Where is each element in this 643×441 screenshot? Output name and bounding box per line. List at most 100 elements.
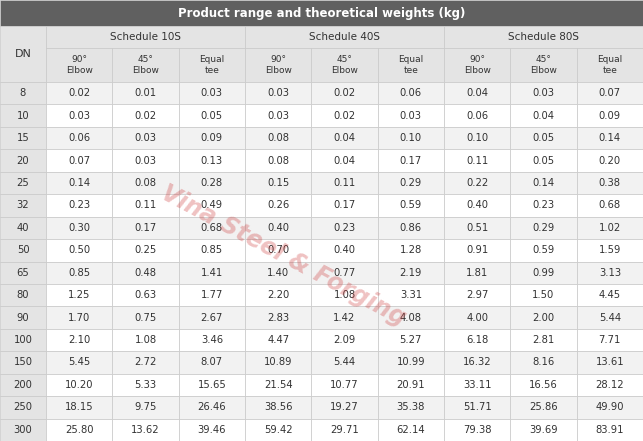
Bar <box>444 396 511 419</box>
Bar <box>444 194 511 217</box>
Text: 4.00: 4.00 <box>466 313 488 323</box>
Text: 0.05: 0.05 <box>532 133 554 143</box>
Text: 0.50: 0.50 <box>68 245 90 255</box>
Text: 0.14: 0.14 <box>599 133 621 143</box>
Text: 0.17: 0.17 <box>333 200 356 210</box>
Bar <box>577 48 643 82</box>
Text: 0.01: 0.01 <box>134 88 156 98</box>
Text: 0.02: 0.02 <box>334 111 356 121</box>
Bar <box>577 396 643 419</box>
Bar <box>0 374 46 396</box>
Bar <box>311 306 377 329</box>
Text: DN: DN <box>15 49 32 59</box>
Bar <box>113 105 179 127</box>
Text: 150: 150 <box>14 358 33 367</box>
Text: 0.91: 0.91 <box>466 245 488 255</box>
Bar <box>245 396 311 419</box>
Bar <box>245 194 311 217</box>
Text: 300: 300 <box>14 425 32 435</box>
Text: 0.75: 0.75 <box>134 313 157 323</box>
Bar <box>377 149 444 172</box>
Bar <box>0 194 46 217</box>
Bar <box>179 262 245 284</box>
Text: 79.38: 79.38 <box>463 425 491 435</box>
Text: 1.02: 1.02 <box>599 223 621 233</box>
Bar <box>46 26 245 48</box>
Bar <box>577 82 643 105</box>
Bar <box>113 329 179 351</box>
Text: 62.14: 62.14 <box>397 425 425 435</box>
Text: 0.08: 0.08 <box>134 178 156 188</box>
Text: 90: 90 <box>17 313 30 323</box>
Bar <box>245 172 311 194</box>
Bar <box>444 105 511 127</box>
Text: 80: 80 <box>17 290 29 300</box>
Bar <box>511 217 577 239</box>
Text: Equal
tee: Equal tee <box>398 55 424 75</box>
Text: 5.44: 5.44 <box>334 358 356 367</box>
Bar <box>511 105 577 127</box>
Text: 0.11: 0.11 <box>134 200 157 210</box>
Text: 10.99: 10.99 <box>397 358 425 367</box>
Bar <box>444 329 511 351</box>
Bar <box>179 306 245 329</box>
Bar <box>113 419 179 441</box>
Text: 1.77: 1.77 <box>201 290 223 300</box>
Text: Schedule 10S: Schedule 10S <box>110 32 181 42</box>
Bar <box>245 262 311 284</box>
Text: 2.00: 2.00 <box>532 313 554 323</box>
Text: 0.48: 0.48 <box>134 268 156 278</box>
Text: 2.09: 2.09 <box>333 335 356 345</box>
Bar <box>444 48 511 82</box>
Text: 0.07: 0.07 <box>599 88 621 98</box>
Text: 0.09: 0.09 <box>201 133 223 143</box>
Text: 0.26: 0.26 <box>267 200 289 210</box>
Bar <box>113 239 179 262</box>
Text: 16.56: 16.56 <box>529 380 558 390</box>
Bar <box>0 306 46 329</box>
Text: 0.59: 0.59 <box>532 245 555 255</box>
Text: 10.77: 10.77 <box>331 380 359 390</box>
Text: 0.70: 0.70 <box>267 245 289 255</box>
Bar <box>245 48 311 82</box>
Text: 1.42: 1.42 <box>333 313 356 323</box>
Text: 15: 15 <box>17 133 30 143</box>
Bar <box>46 239 113 262</box>
Bar <box>46 351 113 374</box>
Bar <box>311 262 377 284</box>
Bar <box>311 82 377 105</box>
Bar <box>511 127 577 149</box>
Bar <box>46 306 113 329</box>
Text: 90°
Elbow: 90° Elbow <box>66 55 93 75</box>
Bar <box>0 419 46 441</box>
Bar <box>377 284 444 306</box>
Text: 0.03: 0.03 <box>400 111 422 121</box>
Bar <box>113 306 179 329</box>
Bar <box>46 194 113 217</box>
Text: 0.86: 0.86 <box>400 223 422 233</box>
Bar <box>311 217 377 239</box>
Bar <box>0 262 46 284</box>
Bar <box>113 82 179 105</box>
Bar <box>511 48 577 82</box>
Bar <box>377 262 444 284</box>
Text: 25: 25 <box>17 178 30 188</box>
Bar <box>311 105 377 127</box>
Bar <box>377 105 444 127</box>
Text: 0.04: 0.04 <box>532 111 554 121</box>
Text: 0.03: 0.03 <box>267 111 289 121</box>
Bar <box>444 172 511 194</box>
Bar <box>311 374 377 396</box>
Text: 0.09: 0.09 <box>599 111 621 121</box>
Bar <box>377 396 444 419</box>
Bar <box>245 351 311 374</box>
Text: 1.28: 1.28 <box>400 245 422 255</box>
Bar <box>444 127 511 149</box>
Text: 0.77: 0.77 <box>333 268 356 278</box>
Text: Schedule 80S: Schedule 80S <box>508 32 579 42</box>
Bar <box>511 262 577 284</box>
Text: 1.81: 1.81 <box>466 268 488 278</box>
Bar <box>245 127 311 149</box>
Bar <box>0 82 46 105</box>
Text: 38.56: 38.56 <box>264 402 293 412</box>
